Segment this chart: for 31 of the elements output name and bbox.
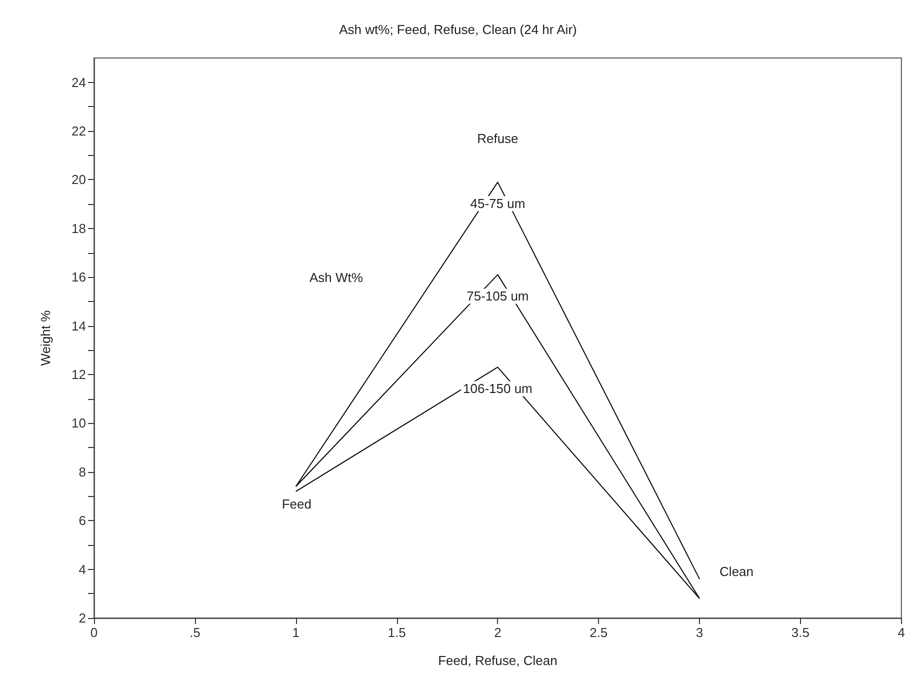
x-tick-label: 1 xyxy=(292,625,300,640)
series-label: 106-150 um xyxy=(462,381,532,396)
y-tick-label: 6 xyxy=(78,513,86,528)
y-tick-label: 24 xyxy=(72,74,86,90)
chart-title: Ash wt%; Feed, Refuse, Clean (24 hr Air) xyxy=(339,22,577,37)
series-label: 45-75 um xyxy=(470,196,526,212)
y-tick-label: 8 xyxy=(78,464,86,480)
annotation: Ash Wt% xyxy=(309,270,364,285)
x-axis-title: Feed, Refuse, Clean xyxy=(438,653,558,668)
y-tick-label: 12 xyxy=(72,367,86,382)
y-tick-label: 2 xyxy=(78,610,86,626)
y-tick-label: 20 xyxy=(72,172,86,188)
x-tick-label: 3 xyxy=(696,625,704,640)
x-tick-label: .5 xyxy=(190,625,200,640)
y-axis-title: Weight % xyxy=(38,310,53,366)
x-tick-label: 2.5 xyxy=(590,625,608,640)
x-tick-label: 4 xyxy=(898,625,905,640)
y-tick-label: 16 xyxy=(72,270,86,285)
annotation: Clean xyxy=(720,564,754,580)
y-tick-label: 4 xyxy=(78,562,86,577)
x-tick-label: 1.5 xyxy=(388,625,406,640)
annotation: Feed xyxy=(282,496,312,512)
y-tick-label: 22 xyxy=(72,124,86,139)
y-tick-label: 10 xyxy=(72,416,86,431)
y-tick-label: 18 xyxy=(72,220,86,236)
series-label: 75-105 um xyxy=(466,288,529,304)
x-tick-label: 0 xyxy=(90,625,98,640)
annotation: Refuse xyxy=(477,131,518,146)
x-tick-label: 3.5 xyxy=(791,625,810,640)
x-tick-label: 2 xyxy=(494,625,502,640)
y-tick-label: 14 xyxy=(72,318,86,334)
